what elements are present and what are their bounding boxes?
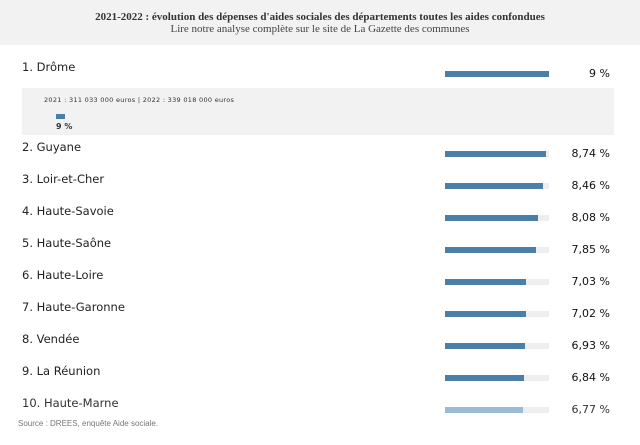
value-label: 9 % xyxy=(589,67,610,80)
bar-row[interactable]: 3. Loir-et-Cher 8,46 % xyxy=(0,172,640,204)
bar-row[interactable]: 6. Haute-Loire 7,03 % xyxy=(0,268,640,300)
category-label: 9. La Réunion xyxy=(22,364,101,378)
bar-row[interactable]: 9. La Réunion 6,84 % xyxy=(0,364,640,396)
bar-row[interactable]: 8. Vendée 6,93 % xyxy=(0,332,640,364)
bar xyxy=(445,71,549,77)
category-label: 6. Haute-Loire xyxy=(22,268,104,282)
bar-track xyxy=(445,343,549,349)
category-label: 2. Guyane xyxy=(22,140,82,154)
chart-title: 2021-2022 : évolution des dépenses d'aid… xyxy=(95,11,545,23)
category-label: 5. Haute-Saône xyxy=(22,236,112,250)
bar-track xyxy=(445,71,549,77)
category-label: 1. Drôme xyxy=(22,60,76,74)
source-note: Source : DREES, enquête Aide sociale. xyxy=(18,419,159,428)
value-label: 7,03 % xyxy=(571,275,610,288)
bar-row[interactable]: 5. Haute-Saône 7,85 % xyxy=(0,236,640,268)
bar xyxy=(445,407,524,413)
detail-value-label: 9 % xyxy=(56,122,73,131)
bar xyxy=(445,311,527,317)
value-label: 8,46 % xyxy=(571,179,610,192)
value-label: 6,93 % xyxy=(571,339,610,352)
bar-row[interactable]: 7. Haute-Garonne 7,02 % xyxy=(0,300,640,332)
bar-track xyxy=(445,247,549,253)
value-label: 8,08 % xyxy=(571,211,610,224)
bar-track xyxy=(445,183,549,189)
category-label: 3. Loir-et-Cher xyxy=(22,172,105,186)
value-label: 8,74 % xyxy=(571,147,610,160)
bar xyxy=(445,247,536,253)
bar-track xyxy=(445,151,549,157)
value-label: 6,77 % xyxy=(571,403,610,416)
category-label: 7. Haute-Garonne xyxy=(22,300,125,314)
bar xyxy=(445,215,539,221)
row-detail-panel: 2021 : 311 033 000 euros | 2022 : 339 01… xyxy=(22,88,614,135)
bar-track xyxy=(445,215,549,221)
value-label: 7,02 % xyxy=(571,307,610,320)
bar xyxy=(445,375,525,381)
bar xyxy=(445,151,546,157)
value-label: 6,84 % xyxy=(571,371,610,384)
bar xyxy=(445,279,527,285)
bar-track xyxy=(445,375,549,381)
category-label: 10. Haute-Marne xyxy=(22,396,119,410)
bar-row[interactable]: 2. Guyane 8,74 % xyxy=(0,140,640,172)
bar-track xyxy=(445,279,549,285)
value-label: 7,85 % xyxy=(571,243,610,256)
bar-track xyxy=(445,407,549,413)
bar-track xyxy=(445,311,549,317)
category-label: 8. Vendée xyxy=(22,332,80,346)
bar xyxy=(445,343,526,349)
chart-subtitle: Lire notre analyse complète sur le site … xyxy=(170,23,470,35)
detail-mini-bar xyxy=(56,114,65,119)
bar xyxy=(445,183,543,189)
bar-row[interactable]: 10. Haute-Marne 6,77 % xyxy=(0,396,640,428)
chart-header: 2021-2022 : évolution des dépenses d'aid… xyxy=(0,0,640,45)
category-label: 4. Haute-Savoie xyxy=(22,204,114,218)
detail-years-text: 2021 : 311 033 000 euros | 2022 : 339 01… xyxy=(44,96,235,104)
bar-row[interactable]: 4. Haute-Savoie 8,08 % xyxy=(0,204,640,236)
bar-row[interactable]: 1. Drôme 9 % xyxy=(0,60,640,92)
